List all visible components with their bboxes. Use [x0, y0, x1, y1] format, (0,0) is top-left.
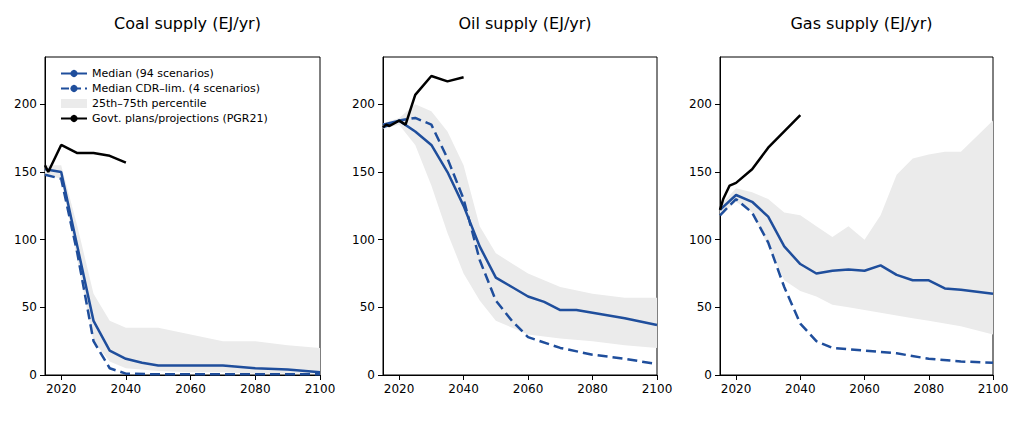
svg-text:150: 150: [14, 165, 37, 179]
svg-text:2060: 2060: [849, 382, 880, 396]
svg-text:100: 100: [14, 233, 37, 247]
svg-text:Gas supply (EJ/yr): Gas supply (EJ/yr): [790, 14, 932, 33]
svg-text:2020: 2020: [721, 382, 752, 396]
svg-text:2060: 2060: [513, 382, 544, 396]
svg-text:Median CDR–lim. (4 scenarios): Median CDR–lim. (4 scenarios): [92, 82, 260, 95]
svg-text:2040: 2040: [448, 382, 479, 396]
svg-text:200: 200: [14, 97, 37, 111]
svg-text:0: 0: [704, 368, 712, 382]
svg-text:50: 50: [22, 300, 37, 314]
svg-text:2080: 2080: [577, 382, 608, 396]
svg-text:100: 100: [689, 233, 712, 247]
svg-text:200: 200: [352, 97, 375, 111]
svg-text:2040: 2040: [785, 382, 816, 396]
svg-text:2100: 2100: [978, 382, 1009, 396]
svg-text:0: 0: [367, 368, 375, 382]
svg-text:Oil supply (EJ/yr): Oil supply (EJ/yr): [458, 14, 591, 33]
svg-text:100: 100: [352, 233, 375, 247]
svg-text:2100: 2100: [305, 382, 336, 396]
svg-text:2020: 2020: [384, 382, 415, 396]
svg-text:25th–75th percentile: 25th–75th percentile: [92, 97, 207, 110]
svg-text:2040: 2040: [111, 382, 142, 396]
svg-text:50: 50: [360, 300, 375, 314]
svg-text:2060: 2060: [175, 382, 206, 396]
svg-text:2020: 2020: [46, 382, 77, 396]
svg-text:50: 50: [697, 300, 712, 314]
svg-text:Coal supply (EJ/yr): Coal supply (EJ/yr): [114, 14, 261, 33]
svg-text:2100: 2100: [642, 382, 673, 396]
svg-text:150: 150: [352, 165, 375, 179]
svg-text:Govt. plans/projections (PGR21: Govt. plans/projections (PGR21): [92, 112, 268, 125]
svg-text:0: 0: [29, 368, 37, 382]
svg-text:2080: 2080: [240, 382, 271, 396]
svg-text:150: 150: [689, 165, 712, 179]
svg-text:200: 200: [689, 97, 712, 111]
svg-text:2080: 2080: [913, 382, 944, 396]
svg-text:Median (94 scenarios): Median (94 scenarios): [92, 67, 214, 80]
